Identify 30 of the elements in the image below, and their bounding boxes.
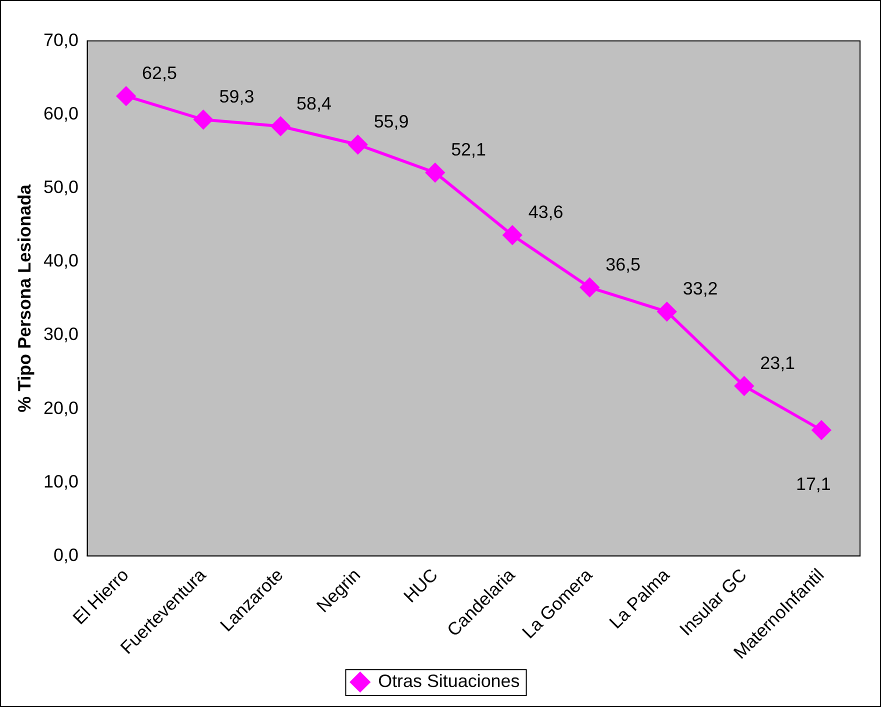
data-label: 59,3 [219,86,254,107]
point [194,110,213,130]
point [426,163,445,182]
y-axis-title: % Tipo Persona Lesionada [14,183,35,412]
point [502,226,522,245]
point [580,278,600,297]
y-tick-label: 50,0 [44,177,78,198]
y-tick-label: 70,0 [44,30,78,50]
data-label: 62,5 [142,63,177,84]
data-label: 23,1 [760,353,796,373]
point [271,116,290,136]
y-tick-label: 10,0 [44,471,78,492]
point [734,376,754,396]
data-label: 58,4 [296,93,332,114]
point [348,135,368,154]
data-label: 36,5 [606,254,641,274]
point [116,86,136,106]
data-label: 17,1 [796,474,831,494]
point [812,420,831,440]
y-tick-label: 40,0 [44,250,78,271]
point [657,302,676,322]
legend-label: Otras Situaciones [378,671,520,692]
y-tick-label: 20,0 [44,398,78,418]
data-label: 43,6 [528,202,564,222]
data-label: 55,9 [374,112,409,132]
data-label: 33,2 [682,278,718,299]
y-tick-label: 30,0 [44,324,78,344]
data-label: 52,1 [451,140,486,160]
y-tick-label: 0,0 [54,544,78,565]
y-tick-label: 60,0 [44,103,78,124]
